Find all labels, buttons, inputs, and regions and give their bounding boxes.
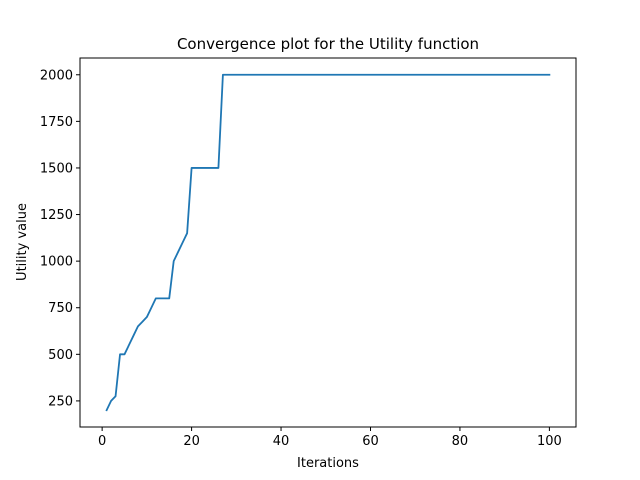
x-tick-label: 20 [183, 434, 200, 449]
x-tick-label: 40 [273, 434, 290, 449]
y-tick-label: 1750 [40, 115, 73, 130]
x-tick-label: 80 [452, 434, 469, 449]
axes-frame [79, 57, 577, 428]
chart-title: Convergence plot for the Utility functio… [177, 35, 479, 53]
y-tick-label: 1250 [40, 208, 73, 223]
y-tick-label: 250 [48, 394, 73, 409]
x-tick-label: 0 [98, 434, 106, 449]
y-tick-label: 500 [48, 348, 73, 363]
y-tick-label: 1000 [40, 255, 73, 270]
y-tick-label: 1500 [40, 161, 73, 176]
x-axis-label: Iterations [297, 456, 359, 471]
x-tick-label: 60 [362, 434, 379, 449]
y-axis-label: Utility value [15, 203, 30, 281]
y-tick-label: 750 [48, 301, 73, 316]
y-axis: 250 500 750 1000 1250 1500 1750 2000 [40, 68, 80, 409]
y-tick-label: 2000 [40, 68, 73, 83]
x-tick-label: 100 [537, 434, 562, 449]
plot-area [105, 73, 551, 412]
series-line [105, 73, 551, 412]
x-axis: 0 20 40 60 80 100 [98, 427, 562, 449]
